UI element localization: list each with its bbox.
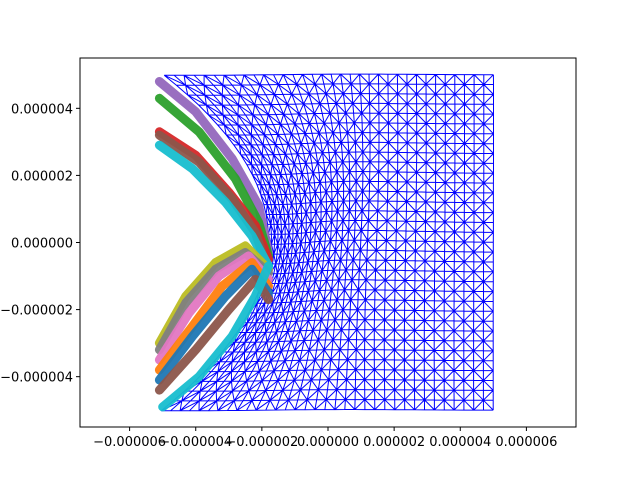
- x-tick-label: 0.000000: [297, 435, 359, 450]
- y-tick-label: −0.000004: [0, 371, 73, 386]
- x-tick-label: −0.000004: [159, 435, 232, 450]
- y-axis: −0.000004 −0.000002 0.000000 0.000002 0.0000…: [0, 102, 80, 386]
- mesh-lines: [160, 73, 494, 412]
- x-tick-label: −0.000006: [93, 435, 166, 450]
- x-tick-label: −0.000002: [225, 435, 298, 450]
- x-tick-label: 0.000002: [363, 435, 425, 450]
- y-tick-label: 0.000002: [11, 169, 73, 184]
- y-tick-label: −0.000002: [0, 304, 73, 319]
- series-line-11: [158, 261, 273, 412]
- plot-area: [154, 73, 494, 412]
- series-layer: [154, 77, 273, 412]
- y-tick-label: 0.000004: [11, 102, 73, 117]
- series-line-4: [154, 140, 273, 271]
- x-tick-label: 0.000006: [495, 435, 557, 450]
- x-tick-label: 0.000004: [429, 435, 491, 450]
- mesh-layer: [160, 73, 494, 412]
- y-tick-label: 0.000000: [11, 237, 73, 252]
